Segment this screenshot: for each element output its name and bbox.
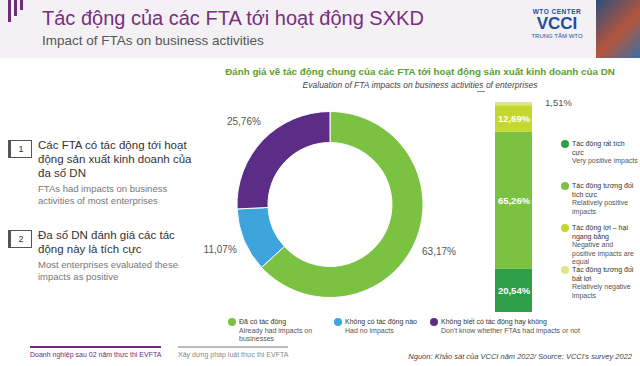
html-text:Tác động lợi – hại ngang bằng: Tác động lợi – hại ngang bằng (572, 224, 628, 240)
html-text:Already had impacts on busines: Already had impacts on businesses (239, 326, 313, 342)
html-text:Don't know whether FTAs had im: Don't know whether FTAs had impacts or n… (441, 326, 580, 334)
html-text:Negative and positive impacts: Negative and positive impacts are equal (572, 241, 634, 265)
svg-text:20,54%: 20,54% (498, 285, 531, 296)
html-text:Doanh nghiệp sau 02 năm thực t: Doanh nghiệp sau 02 năm thực thi EVFTA (30, 351, 162, 358)
html-text:Các FTA có tác động tới hoạt đ: Các FTA có tác động tới hoạt động sản xu… (38, 139, 192, 179)
html-text:2: 2 (18, 234, 24, 244)
html-text:Đã có tác động: Đã có tác động (239, 318, 287, 325)
html-text:Tác động của các FTA tới hoạt: Tác động của các FTA tới hoạt động SXKD (42, 7, 424, 29)
html-text:Tác động rất tích cực: Tác động rất tích cực (572, 140, 625, 156)
html-text:Nguồn: Khảo sát của VCCI năm 2: Nguồn: Khảo sát của VCCI năm 2022/ Sourc… (408, 352, 632, 361)
html-text:Most enterprises evaluated the: Most enterprises evaluated these impacts… (38, 259, 178, 282)
html-text:Impact of FTAs on business act: Impact of FTAs on business activities (42, 33, 264, 48)
svg-text:63,17%: 63,17% (422, 246, 456, 257)
html-text:Không có tác động nào: Không có tác động nào (345, 318, 417, 325)
html-text:Evaluation of FTA impacts on b: Evaluation of FTA impacts on business ac… (302, 80, 538, 90)
html-text:Tác động tương đối bất lợi: Tác động tương đối bất lợi (572, 266, 634, 282)
html-text:Xây dựng pháp luật thực thi EV: Xây dựng pháp luật thực thi EVFTA (178, 351, 289, 358)
html-text:Had no impacts: Had no impacts (345, 326, 394, 334)
html-text:Tác động tương đối tích cực: Tác động tương đối tích cực (572, 182, 634, 198)
html-text:Very positive impacts: Very positive impacts (572, 157, 638, 164)
html-text:TRUNG TÂM WTO: TRUNG TÂM WTO (531, 33, 583, 39)
html-text:1: 1 (18, 144, 24, 154)
svg-text:25,76%: 25,76% (227, 116, 261, 127)
html-text:Relatively negative impacts: Relatively negative impacts (572, 283, 631, 299)
html-text:Không biết có tác động hay khô: Không biết có tác động hay không (441, 318, 547, 325)
html-text:VCCI: VCCI (536, 14, 578, 33)
svg-text:12,69%: 12,69% (498, 113, 531, 124)
svg-text:11,07%: 11,07% (204, 244, 237, 255)
html-text:Relatively positive impacts: Relatively positive impacts (572, 199, 628, 215)
html-text:WTO CENTER: WTO CENTER (532, 8, 582, 15)
svg-text:65,26%: 65,26% (498, 195, 531, 206)
html-text:Đa số DN đánh giá các tác động: Đa số DN đánh giá các tác động này là tí… (38, 229, 175, 255)
html-text:Đánh giá về tác động chung của: Đánh giá về tác động chung của các FTA t… (225, 66, 615, 77)
html-text:FTAs had impacts on business a: FTAs had impacts on business activities … (38, 183, 168, 206)
svg-text:1,51%: 1,51% (545, 97, 572, 108)
